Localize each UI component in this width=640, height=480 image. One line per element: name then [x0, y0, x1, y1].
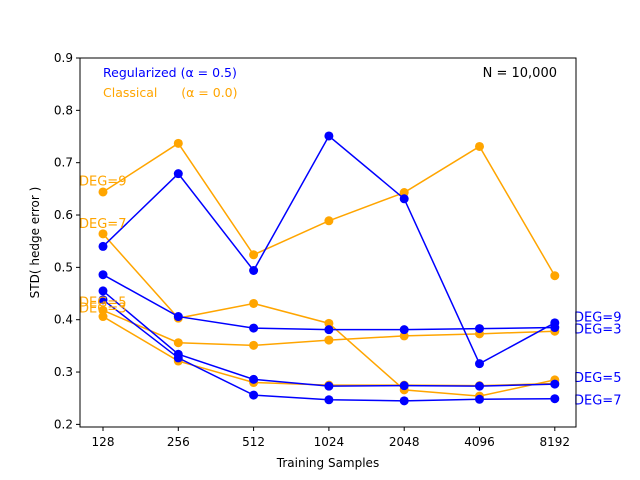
data-point — [550, 323, 560, 333]
series-regularized-deg-9 — [98, 131, 560, 369]
y-tick-label: 0.7 — [54, 156, 73, 170]
data-point — [249, 266, 259, 276]
data-point — [399, 381, 409, 391]
data-point — [475, 141, 484, 151]
series-end-label: DEG=5 — [79, 295, 126, 310]
y-tick-label: 0.9 — [54, 51, 73, 65]
x-tick-label: 8192 — [540, 435, 571, 449]
x-tick-label: 128 — [92, 435, 115, 449]
series-end-label: DEG=3 — [79, 302, 126, 317]
data-point — [399, 325, 409, 335]
data-point — [324, 395, 334, 405]
data-point — [249, 250, 259, 260]
data-point — [324, 335, 334, 345]
x-tick-label: 1024 — [314, 435, 345, 449]
y-tick-label: 0.2 — [54, 417, 73, 431]
sample-size-annotation: N = 10,000 — [483, 66, 557, 81]
data-point — [550, 379, 560, 389]
data-point — [98, 286, 108, 296]
data-point — [475, 394, 484, 404]
x-tick-label: 4096 — [464, 435, 495, 449]
data-point — [324, 325, 334, 335]
y-axis-label: STD( hedge error ) — [28, 187, 42, 299]
data-point — [98, 241, 108, 251]
data-point — [399, 396, 409, 406]
legend-entry-regularized: Regularized (α = 0.5) — [103, 65, 237, 80]
plot-frame — [79, 57, 577, 428]
data-point — [249, 374, 259, 384]
series-classical-deg-7 — [98, 229, 560, 401]
data-point — [475, 381, 484, 391]
data-point — [173, 169, 183, 179]
data-point — [324, 216, 334, 226]
series-classical-deg-9 — [98, 138, 560, 281]
data-point — [173, 312, 183, 322]
y-tick-label: 0.4 — [54, 313, 73, 327]
data-point — [475, 359, 484, 369]
data-point — [399, 188, 409, 198]
chart-axes: 128 256 512 1024 2048 4096 8192 0.2 0.3 0.4 0.5 0.6… — [54, 51, 570, 449]
data-point — [399, 331, 409, 341]
data-point — [98, 270, 108, 280]
series-end-label: DEG=5 — [574, 371, 621, 386]
data-point — [98, 295, 108, 305]
series-end-label: DEG=7 — [574, 393, 621, 408]
x-tick-label: 2048 — [389, 435, 420, 449]
series-end-label: DEG=3 — [574, 323, 621, 338]
x-axis-label: Training Samples — [276, 456, 379, 470]
y-tick-label: 0.3 — [54, 365, 73, 379]
x-tick-label: 256 — [167, 435, 190, 449]
series-regularized-deg-3 — [98, 270, 560, 335]
series-end-label: DEG=7 — [79, 217, 126, 232]
y-tick-label: 0.5 — [54, 260, 73, 274]
data-point — [98, 312, 108, 322]
y-tick-label: 0.8 — [54, 103, 73, 117]
series-line — [102, 233, 555, 397]
data-point — [475, 324, 484, 334]
data-point — [173, 338, 183, 348]
data-point — [98, 229, 108, 239]
legend-entry-classical: Classical (α = 0.0) — [103, 85, 238, 100]
data-point — [324, 318, 334, 328]
data-point — [324, 381, 334, 391]
data-point — [98, 187, 108, 197]
data-point — [98, 305, 108, 315]
series-regularized-deg-7 — [98, 295, 560, 406]
data-point — [249, 323, 259, 333]
data-point — [173, 353, 183, 363]
data-point — [249, 390, 259, 400]
y-tick-label: 0.6 — [54, 208, 73, 222]
data-point — [324, 131, 334, 141]
series-line — [102, 142, 556, 277]
data-point — [249, 340, 259, 350]
data-point — [173, 138, 183, 148]
series-end-label: DEG=9 — [79, 174, 126, 189]
data-point — [550, 394, 560, 404]
series-end-label: DEG=9 — [574, 311, 621, 326]
data-point — [249, 298, 259, 308]
data-point — [550, 271, 560, 281]
x-tick-label: 512 — [242, 435, 265, 449]
data-point — [399, 194, 409, 204]
